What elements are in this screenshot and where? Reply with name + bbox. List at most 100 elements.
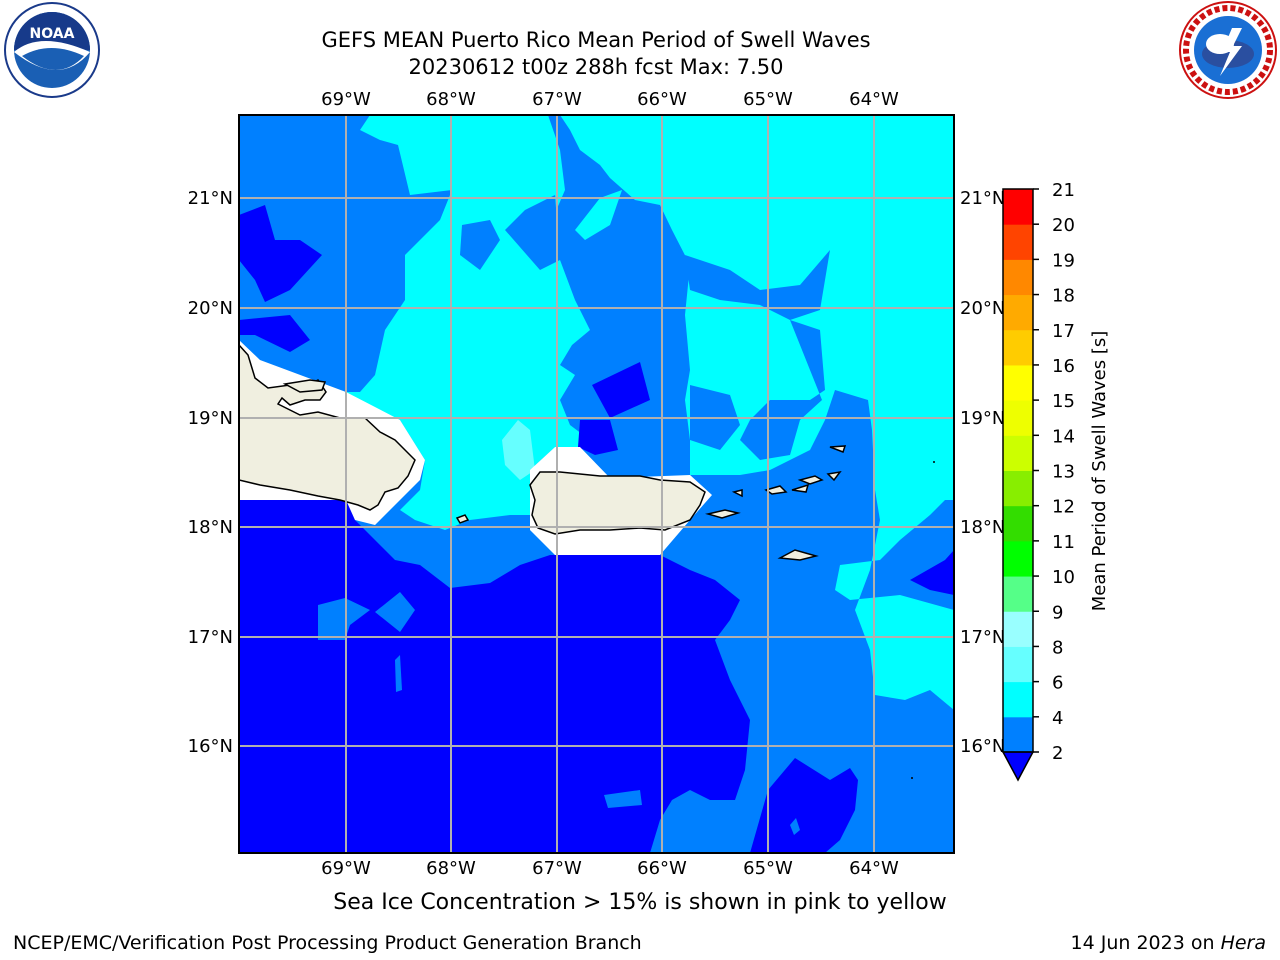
swell-band-2-4-mid — [592, 362, 650, 418]
colorbar-tick-label: 19 — [1052, 250, 1075, 271]
lat-labels-left: 21°N 20°N 19°N 18°N 17°N 16°N — [188, 188, 233, 757]
lon-label: 65°W — [743, 89, 793, 110]
land-culebra — [731, 489, 743, 498]
colorbar-tick-label: 9 — [1052, 602, 1063, 623]
lat-label: 17°N — [188, 627, 233, 648]
nws-logo-icon — [1179, 1, 1277, 99]
lon-label: 64°W — [849, 858, 899, 879]
swell-band-2-4-mid2 — [578, 420, 618, 455]
colorbar-tick-label: 12 — [1052, 497, 1075, 518]
colorbar-tick-label: 10 — [1052, 567, 1075, 588]
noaa-logo-icon: NOAA — [4, 2, 100, 98]
swell-band-4-6-patch — [740, 320, 825, 460]
footer-credit: NCEP/EMC/Verification Post Processing Pr… — [13, 932, 642, 954]
noaa-logo-text: NOAA — [30, 26, 75, 42]
lon-label: 69°W — [321, 89, 371, 110]
lon-label: 67°W — [532, 858, 582, 879]
colorbar-tick-label: 2 — [1052, 743, 1063, 764]
colorbar-segment — [1003, 470, 1033, 507]
lon-label: 66°W — [637, 89, 687, 110]
lon-label: 69°W — [321, 858, 371, 879]
land-st-john — [791, 483, 810, 493]
land-mona — [455, 514, 470, 524]
land-tortola — [797, 475, 824, 485]
map-panel — [239, 115, 954, 853]
colorbar-tick-label: 6 — [1052, 673, 1063, 694]
lon-labels-top: 69°W 68°W 67°W 66°W 65°W 64°W — [321, 89, 899, 110]
chart-subtitle: 20230612 t00z 288h fcst Max: 7.50 — [408, 55, 784, 79]
swell-band-4-6-patch — [790, 818, 800, 835]
colorbar-segment — [1003, 646, 1033, 683]
lat-label: 20°N — [188, 298, 233, 319]
swell-band-4-6-patch — [470, 553, 488, 572]
colorbar-segment — [1003, 329, 1033, 366]
colorbar-segment — [1003, 540, 1033, 577]
swell-band-2-4-nw — [239, 205, 322, 302]
swell-band-2-4-east — [910, 550, 954, 595]
lon-label: 68°W — [426, 858, 476, 879]
colorbar-tick-label: 18 — [1052, 286, 1075, 307]
colorbar-segment — [1003, 259, 1033, 296]
land-islet — [911, 777, 913, 779]
colorbar-segment — [1003, 576, 1033, 612]
footer-machine: Hera — [1220, 932, 1266, 954]
lat-label: 18°N — [188, 517, 233, 538]
colorbar-tick-label: 21 — [1052, 180, 1075, 201]
lon-label: 66°W — [637, 858, 687, 879]
swell-band-4-6-patch — [375, 592, 415, 632]
colorbar-tick-label: 4 — [1052, 708, 1063, 729]
swell-band-4-6-patch — [395, 655, 402, 692]
lat-label: 16°N — [960, 736, 1005, 757]
swell-band-4-6-patch — [318, 598, 370, 640]
land-tortuga — [282, 379, 327, 393]
lat-labels-right: 21°N 20°N 19°N 18°N 17°N 16°N — [960, 188, 1005, 757]
swell-band-6-8-east — [560, 115, 954, 710]
lat-label: 19°N — [188, 408, 233, 429]
land-islet — [933, 461, 935, 463]
lat-label: 16°N — [188, 736, 233, 757]
colorbar-segment — [1003, 294, 1033, 331]
land-vieques — [705, 509, 741, 519]
swell-band-4-6-patch — [685, 250, 830, 320]
swell-band-2-4-se — [750, 758, 858, 853]
land-anegada — [826, 470, 842, 482]
lon-label: 65°W — [743, 858, 793, 879]
colorbar-segment — [1003, 611, 1033, 647]
map-border — [238, 114, 955, 854]
colorbar-segment — [1003, 400, 1033, 436]
colorbar-tick-label: 8 — [1052, 637, 1063, 658]
colorbar-tick-label: 15 — [1052, 391, 1075, 412]
colorbar: 2 4 6 8 9 10 11 12 13 14 15 16 17 18 19 20 21 — [1001, 180, 1075, 782]
colorbar-segment — [1003, 435, 1033, 471]
swell-band-8-10-patch — [502, 420, 535, 480]
swell-band-4-6-patch — [505, 195, 560, 270]
colorbar-segment — [1003, 189, 1033, 225]
swell-band-6-8-patch — [920, 115, 935, 130]
lat-label: 21°N — [960, 188, 1005, 209]
colorbar-label: Mean Period of Swell Waves [s] — [1089, 331, 1110, 612]
land-st-croix — [777, 549, 819, 561]
land-st-thomas — [764, 485, 788, 495]
colorbar-tick-label: 14 — [1052, 426, 1075, 447]
swell-band-6-8-patch — [575, 190, 622, 240]
lon-label: 67°W — [532, 89, 582, 110]
sea-ice-note: Sea Ice Concentration > 15% is shown in … — [333, 890, 947, 915]
graticule — [239, 115, 954, 853]
lon-label: 68°W — [426, 89, 476, 110]
colorbar-segment — [1003, 505, 1033, 542]
lat-label: 21°N — [188, 188, 233, 209]
colorbar-tick-label: 16 — [1052, 356, 1075, 377]
land-sombrero — [829, 445, 847, 453]
swell-band-4-6-patch — [460, 220, 500, 270]
colorbar-segment — [1003, 364, 1033, 401]
colorbar-segment — [1003, 681, 1033, 718]
swell-band-2-4-south — [239, 500, 750, 853]
chart-title: GEFS MEAN Puerto Rico Mean Period of Swe… — [321, 28, 871, 52]
colorbar-tick-label: 13 — [1052, 462, 1075, 483]
lat-label: 20°N — [960, 298, 1005, 319]
lat-label: 17°N — [960, 627, 1005, 648]
lon-label: 64°W — [849, 89, 899, 110]
colorbar-tick-label: 20 — [1052, 215, 1075, 236]
footer-date: 14 Jun 2023 on Hera — [1071, 932, 1266, 954]
colorbar-extend-triangle — [1001, 751, 1035, 782]
